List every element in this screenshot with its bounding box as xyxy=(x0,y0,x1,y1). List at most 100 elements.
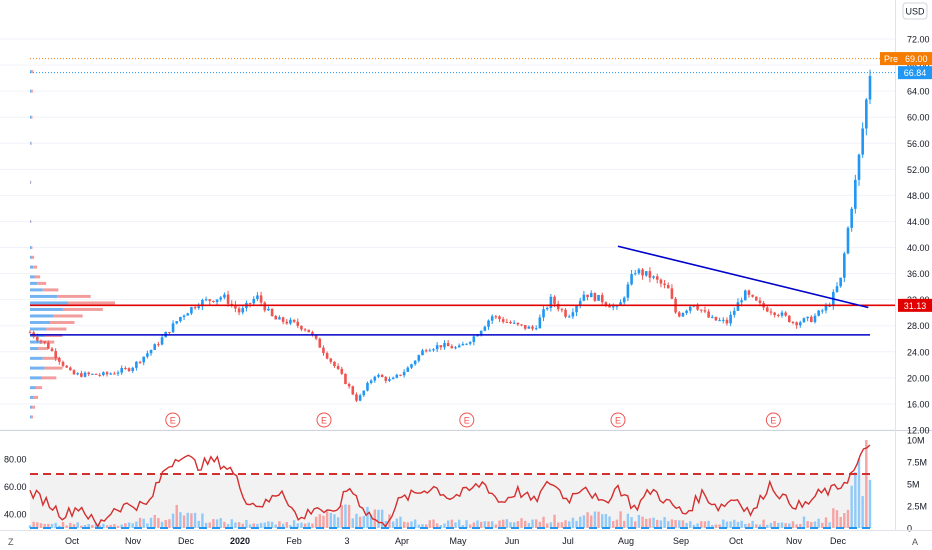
time-tick-label: Aug xyxy=(618,536,634,546)
volume-bar xyxy=(197,520,200,528)
candle-body xyxy=(865,99,868,129)
trend-line[interactable] xyxy=(617,245,869,309)
volume-bar xyxy=(751,520,754,528)
volume-bar xyxy=(762,519,765,528)
candle-body xyxy=(586,294,589,298)
candle-body xyxy=(127,368,131,372)
time-tick-label: May xyxy=(449,536,467,546)
price-grid xyxy=(0,38,895,431)
volume-bar xyxy=(193,512,197,528)
candle-body xyxy=(292,319,296,322)
currency-badge[interactable] xyxy=(902,2,928,20)
time-tick-label: Jun xyxy=(505,536,520,546)
volume-bar xyxy=(692,524,696,528)
volume-bar xyxy=(725,521,729,528)
volume-bar xyxy=(234,522,237,528)
candle-body xyxy=(769,311,773,313)
auto-scale-badge[interactable]: A xyxy=(912,537,918,547)
candle-body xyxy=(784,312,787,316)
candle-body xyxy=(450,346,454,349)
earnings-marker xyxy=(316,412,332,428)
volume-bar xyxy=(424,524,428,528)
candle-body xyxy=(828,305,831,307)
volume-bar xyxy=(94,523,98,528)
volume-bar xyxy=(120,524,123,528)
volume-bar xyxy=(226,524,230,528)
candle-body xyxy=(391,377,395,380)
candle-body xyxy=(421,350,424,356)
candle-body xyxy=(483,326,487,331)
volume-bar xyxy=(623,520,626,528)
volume-bar xyxy=(351,518,354,528)
price-tick-label: 48.00 xyxy=(907,191,930,201)
volume-bar xyxy=(479,521,483,528)
volume-bar xyxy=(204,522,208,528)
candle-body xyxy=(138,361,142,363)
volume-bar xyxy=(259,522,263,528)
candle-body xyxy=(454,347,457,349)
volume-bar xyxy=(208,522,211,528)
time-axis[interactable]: Oct Nov Dec 2020 Feb 3 Apr May Jun Jul Aug Sep Oct No… xyxy=(65,536,847,546)
candle-body xyxy=(835,286,839,292)
volume-profile-down-bar xyxy=(31,246,33,250)
volume-profile-down-bar xyxy=(31,89,33,93)
candle-body xyxy=(476,335,479,337)
volume-profile-up-bar xyxy=(30,115,32,119)
volume-bar xyxy=(740,520,743,528)
candle-body xyxy=(402,371,406,376)
volume-bar xyxy=(318,514,321,528)
candle-body xyxy=(655,276,659,280)
time-tick-label: 3 xyxy=(344,536,349,546)
price-tick-label: 20.00 xyxy=(907,373,930,383)
candle-body xyxy=(846,227,850,254)
volume-bar xyxy=(843,513,846,528)
candle-body xyxy=(494,316,498,318)
indicator-pane[interactable]: 80.00 60.00 40.00 xyxy=(4,440,872,529)
rsi-tick-label: 40.00 xyxy=(4,510,27,520)
earnings-marker-label: E xyxy=(321,416,327,426)
volume-profile-down-bar xyxy=(30,141,32,145)
time-tick-label: Oct xyxy=(65,536,80,546)
candle-body xyxy=(410,364,413,368)
volume-bar xyxy=(766,524,769,528)
last-price-tag-bg xyxy=(898,66,932,80)
volume-bar xyxy=(780,522,784,528)
candle-body xyxy=(149,349,153,354)
candle-body xyxy=(329,358,333,362)
volume-bar xyxy=(362,516,365,528)
volume-tick-label: 0 xyxy=(907,524,912,534)
volume-bar xyxy=(637,514,641,528)
candle-body xyxy=(509,321,512,324)
volume-bar xyxy=(256,523,259,528)
candle-body xyxy=(417,355,421,361)
earnings-marker xyxy=(459,412,475,428)
volume-bar xyxy=(281,523,285,528)
candle-body xyxy=(721,319,725,321)
candle-body xyxy=(362,390,366,396)
volume-tick-label: 5M xyxy=(907,480,920,490)
volume-bar xyxy=(659,520,663,528)
premarket-tag-bg xyxy=(880,52,932,66)
volume-bar xyxy=(83,524,87,528)
candle-body xyxy=(461,344,465,346)
volume-bar xyxy=(439,525,443,528)
volume-bar xyxy=(505,519,509,528)
time-tick-label: Sep xyxy=(673,536,689,546)
candle-body xyxy=(413,360,417,365)
volume-bar xyxy=(824,517,828,528)
volume-axis[interactable]: 10M 7.5M 5M 2.5M 0 xyxy=(907,436,927,534)
candle-body xyxy=(226,294,230,304)
timezone-badge[interactable]: Z xyxy=(8,537,14,547)
volume-bar xyxy=(413,519,417,528)
volume-bar xyxy=(575,520,578,528)
volume-bar xyxy=(549,522,553,528)
volume-bar xyxy=(557,522,560,528)
candle-body xyxy=(300,325,303,330)
volume-bar xyxy=(113,524,116,528)
volume-profile-up-bar xyxy=(30,340,41,344)
price-tick-label: 64.00 xyxy=(907,87,930,97)
volume-bar xyxy=(223,521,226,528)
